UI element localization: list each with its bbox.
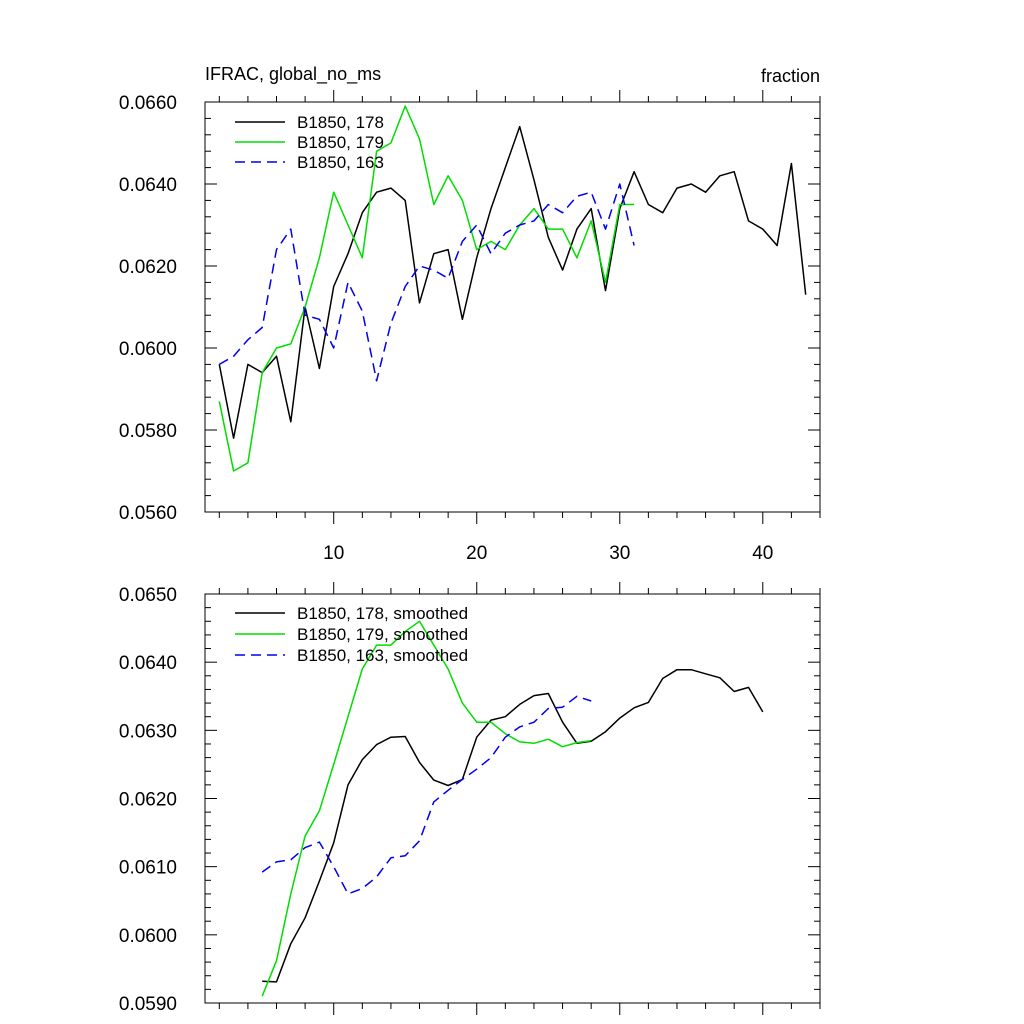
- legend-label: B1850, 178, smoothed: [297, 604, 468, 623]
- y-tick-label: 0.0610: [119, 858, 177, 879]
- units-label: fraction: [761, 66, 820, 86]
- x-tick-label: 10: [323, 543, 344, 564]
- legend-label: B1850, 163: [297, 153, 384, 172]
- y-tick-label: 0.0640: [119, 175, 177, 196]
- y-tick-label: 0.0560: [119, 503, 177, 524]
- top-panel: 0.0560 0.0580 0.0600 0.0620 0.0640 0.0660 10 20…: [119, 64, 821, 564]
- y-tick-label: 0.0650: [119, 585, 177, 606]
- x-tick-label: 40: [752, 543, 773, 564]
- x-tick-label: 20: [466, 543, 487, 564]
- legend-label: B1850, 163, smoothed: [297, 646, 468, 665]
- x-tick-label: 30: [609, 543, 630, 564]
- y-tick-label: 0.0600: [119, 926, 177, 947]
- chart-title: IFRAC, global_no_ms: [205, 64, 381, 85]
- y-tick-label: 0.0620: [119, 257, 177, 278]
- series-line-3: [261, 695, 592, 895]
- y-tick-label: 0.0630: [119, 721, 177, 742]
- y-tick-label: 0.0590: [119, 994, 177, 1015]
- series-line-2: [218, 105, 635, 472]
- series-line-2: [261, 620, 592, 997]
- y-tick-label: 0.0620: [119, 790, 177, 811]
- legend-label: B1850, 179: [297, 133, 384, 152]
- series-line-1: [262, 668, 764, 983]
- y-tick-label: 0.0600: [119, 339, 177, 360]
- series-line-1: [218, 125, 807, 439]
- legend-label: B1850, 179, smoothed: [297, 625, 468, 644]
- legend-label: B1850, 178: [297, 113, 384, 132]
- y-tick-label: 0.0580: [119, 421, 177, 442]
- y-tick-label: 0.0660: [119, 93, 177, 114]
- bottom-panel: 0.0590 0.0600 0.0610 0.0620 0.0630 0.0640 0.06…: [119, 582, 821, 1015]
- series-line-3: [218, 183, 635, 382]
- legend: B1850, 178, smoothed B1850, 179, smoothed…: [235, 604, 468, 665]
- plot-frame: [204, 101, 821, 513]
- y-tick-label: 0.0640: [119, 653, 177, 674]
